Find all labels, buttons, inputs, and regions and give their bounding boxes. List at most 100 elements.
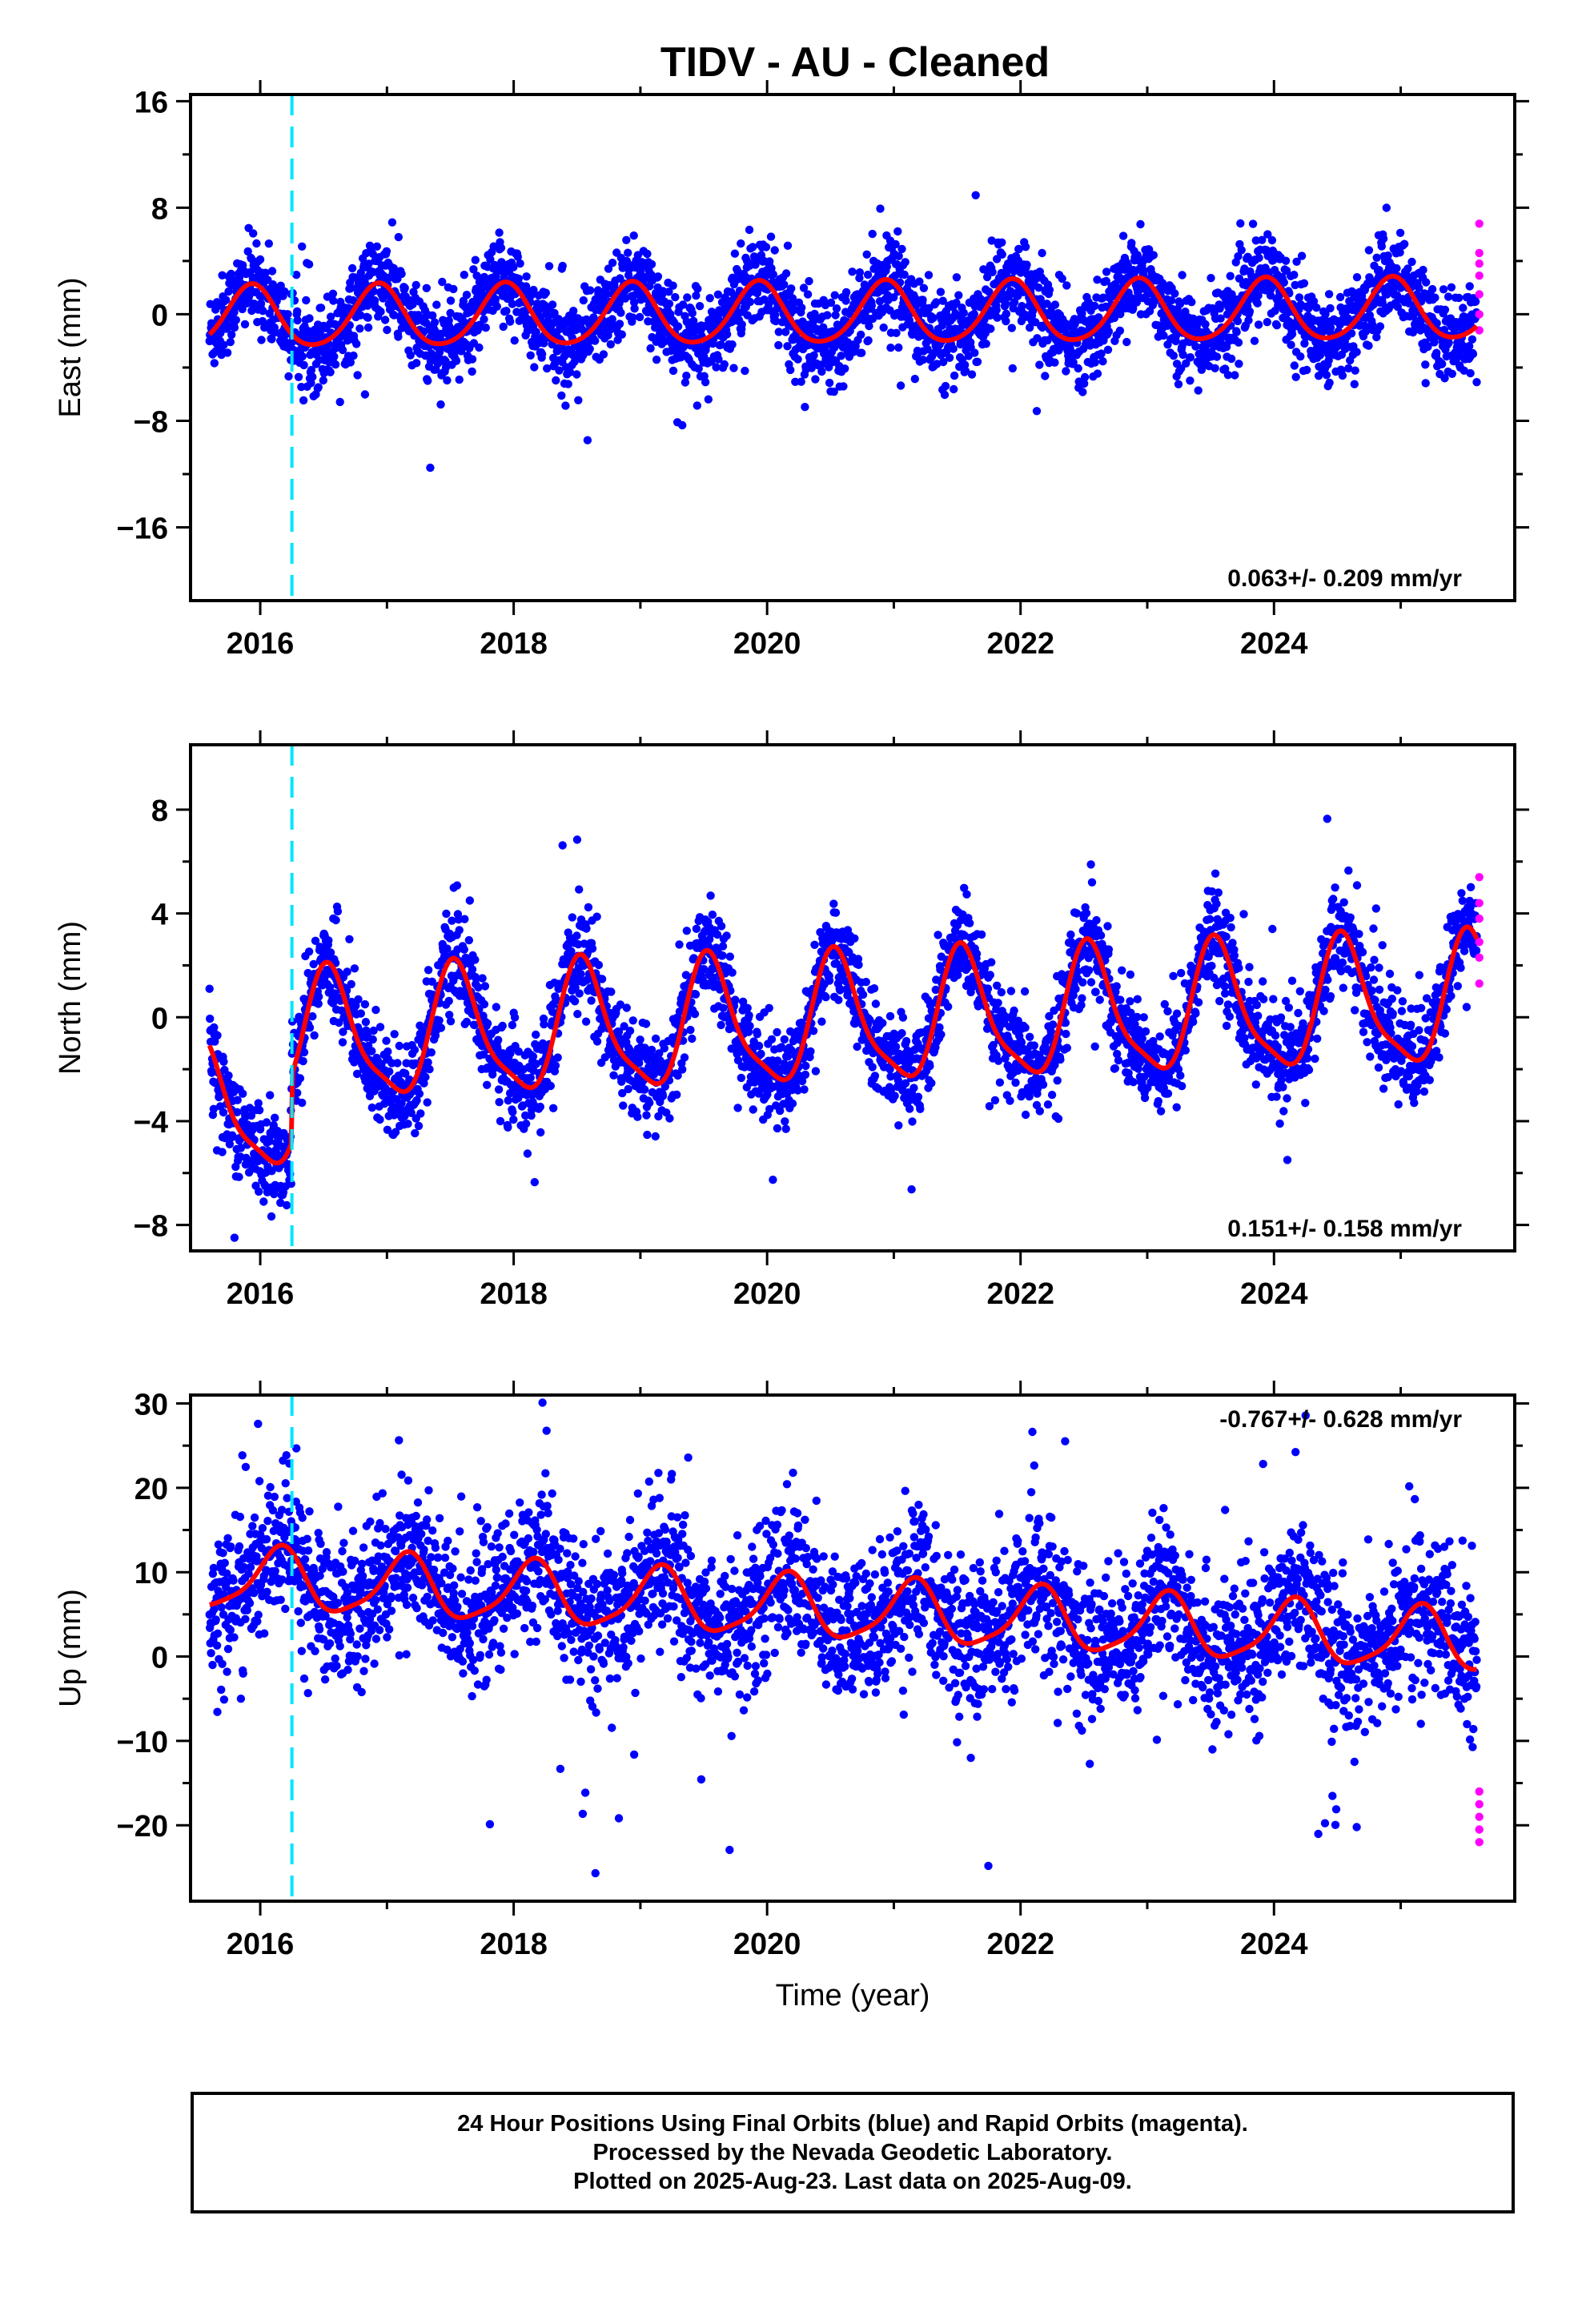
east-point [938, 296, 947, 305]
north-point [247, 1111, 256, 1120]
north-point [347, 979, 355, 989]
north-point [558, 841, 567, 850]
east-point [855, 268, 865, 277]
north-point [494, 1035, 503, 1044]
north-point [338, 1038, 347, 1047]
east-point [329, 296, 338, 305]
north-point [665, 1114, 674, 1123]
east-point [1194, 386, 1203, 395]
east-point [382, 247, 391, 255]
east-point [737, 320, 746, 329]
east-point [346, 358, 355, 367]
east-point [910, 375, 920, 384]
north-point [731, 995, 740, 1004]
north-point [393, 1059, 402, 1068]
east-rate-label: 0.063+/- 0.209 mm/yr [1227, 565, 1462, 592]
east-point [1033, 334, 1042, 343]
north-point [233, 1096, 242, 1104]
north-point [352, 1069, 362, 1079]
north-point [528, 1052, 538, 1061]
east-point [1279, 278, 1289, 287]
north-point [640, 1085, 649, 1094]
east-point [783, 342, 792, 351]
east-point [449, 284, 458, 294]
east-point [227, 330, 236, 340]
east-point [570, 357, 579, 366]
east-point [1352, 273, 1362, 282]
east-point [356, 311, 365, 320]
east-point [811, 375, 820, 384]
east-point [857, 330, 865, 340]
east-point [1014, 244, 1023, 254]
east-point [1281, 256, 1291, 265]
east-point [492, 302, 501, 311]
east-point [841, 364, 849, 373]
east-point [502, 307, 511, 316]
north-point [446, 1017, 456, 1026]
east-point [839, 382, 848, 391]
east-point [572, 370, 581, 379]
north-point [304, 947, 314, 956]
east-point [1287, 329, 1297, 339]
east-point [1415, 283, 1423, 292]
east-point [369, 287, 378, 296]
east-point [267, 335, 276, 344]
east-point [918, 356, 928, 364]
east-point [1170, 289, 1179, 298]
east-point [1309, 297, 1319, 306]
north-point [236, 1144, 246, 1152]
north-point [262, 1118, 271, 1127]
east-point [1350, 380, 1359, 388]
east-point [622, 235, 631, 244]
east-point [891, 239, 900, 249]
east-point [919, 283, 929, 292]
east-point [1139, 266, 1148, 275]
east-point [876, 204, 885, 213]
east-point [1159, 331, 1168, 340]
north-point [682, 927, 691, 935]
east-point [481, 324, 490, 332]
east-point [1297, 251, 1307, 260]
east-point [505, 317, 515, 326]
east-point [1460, 366, 1468, 375]
east-point [243, 247, 252, 256]
east-point [1237, 246, 1246, 255]
east-point [297, 383, 306, 392]
north-point [592, 1037, 602, 1046]
east-point [331, 360, 340, 369]
east-point [218, 271, 227, 279]
east-point [1166, 296, 1176, 305]
east-point [988, 267, 997, 276]
north-point [651, 1034, 661, 1043]
north-point [722, 931, 731, 940]
east-point [394, 232, 403, 242]
north-point [692, 924, 701, 934]
east-point [717, 340, 725, 349]
north-point [753, 1030, 761, 1039]
north-point [410, 1045, 420, 1055]
north-point [708, 911, 717, 919]
east-point [817, 367, 826, 376]
north-point [587, 996, 596, 1005]
north-point [530, 1178, 539, 1187]
east-point [1174, 380, 1183, 388]
east-point [1097, 349, 1106, 358]
north-point [594, 960, 604, 970]
east-point [1253, 299, 1262, 308]
north-point [480, 999, 489, 1009]
north-point [460, 945, 468, 954]
east-point [294, 372, 303, 381]
north-point [553, 1053, 562, 1062]
east-point [422, 319, 431, 328]
east-point [462, 291, 472, 300]
east-point [1263, 230, 1272, 239]
east-point [1312, 304, 1321, 312]
north-point [425, 1065, 434, 1074]
north-point [718, 951, 727, 960]
east-point [364, 259, 373, 268]
east-point [714, 355, 723, 364]
east-point [1439, 285, 1448, 294]
east-point [1175, 300, 1185, 308]
east-point [486, 255, 495, 264]
east-point [249, 229, 258, 238]
